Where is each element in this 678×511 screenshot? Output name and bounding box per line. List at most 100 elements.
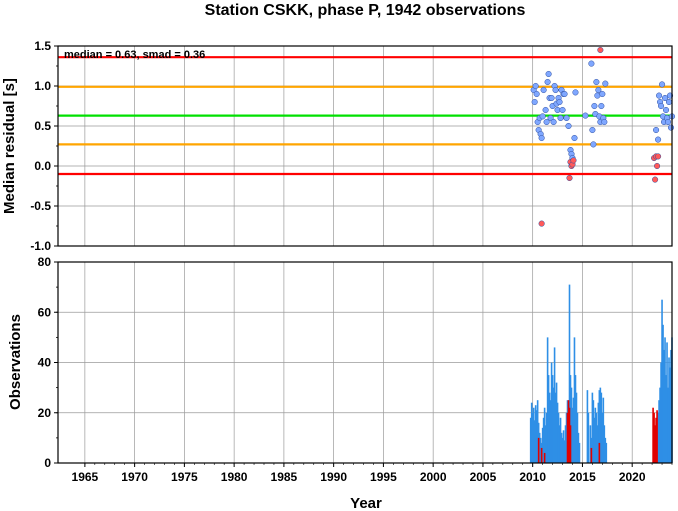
residual-point: [589, 126, 596, 134]
residual-point: [591, 102, 598, 110]
residual-point: [667, 124, 675, 131]
year-x-tick-label: 2000: [420, 470, 447, 484]
observation-bar: [602, 397, 605, 463]
residual-point: [602, 80, 609, 87]
observation-bar: [552, 387, 555, 463]
observation-bar: [543, 407, 546, 463]
observation-bar: [531, 412, 534, 463]
residual-points: [530, 46, 676, 227]
residual-point: [664, 118, 672, 126]
observation-bar: [529, 417, 532, 463]
outlier-observation-bar: [568, 407, 571, 463]
observation-bar: [667, 387, 669, 463]
observation-bar: [599, 387, 602, 463]
residual-point: [590, 141, 597, 148]
year-x-tick-label: 2005: [470, 470, 497, 484]
observation-bar: [558, 425, 561, 463]
observation-bar: [541, 427, 544, 463]
residual-point: [565, 122, 572, 130]
residual-point: [601, 118, 608, 126]
observation-bar: [593, 417, 596, 463]
residual-point: [561, 90, 568, 98]
observation-bar: [657, 412, 659, 463]
observation-bar: [554, 392, 557, 463]
residual-point: [598, 102, 605, 110]
outlier-observation-bar: [590, 447, 593, 463]
observation-bar: [605, 442, 608, 463]
observations-grid: [58, 261, 672, 464]
residual-y-axis-label: Median residual [s]: [1, 78, 18, 214]
residual-point: [662, 106, 670, 114]
outlier-observation-bar: [537, 437, 540, 463]
year-x-tick-label: 1970: [121, 470, 148, 484]
residual-point: [542, 106, 549, 114]
observation-bar: [560, 432, 563, 463]
residual-plot-frame: [57, 45, 673, 247]
observation-bar: [532, 407, 535, 463]
outlier-point: [597, 46, 604, 54]
observation-bar: [573, 337, 576, 463]
residual-point: [538, 134, 545, 142]
observation-bar: [663, 349, 665, 463]
residual-point: [588, 60, 595, 67]
observation-bar: [544, 425, 547, 463]
observation-bar: [568, 284, 571, 463]
observation-bar: [555, 382, 558, 463]
year-x-tick-label: 1965: [72, 470, 99, 484]
residual-panel: 1.5 1.0 0.5 0.0 -0.5 -1.0 median = 0.63, smad…: [1, 39, 676, 253]
residual-y-tick-label: -0.5: [30, 199, 51, 213]
observation-bar: [563, 440, 566, 463]
outlier-observation-bar: [655, 417, 657, 463]
residual-point: [540, 86, 547, 94]
observation-bar: [576, 412, 579, 463]
observations-y-tick-label: 0: [44, 456, 51, 470]
observation-bar: [666, 342, 668, 463]
residual-y-tick-label: 0.0: [34, 159, 51, 173]
residual-y-tick-label: 0.5: [34, 119, 51, 133]
residual-point: [571, 134, 578, 142]
observation-bar: [662, 324, 664, 463]
residual-point: [658, 81, 666, 88]
observation-bar: [565, 412, 568, 463]
residual-point: [556, 98, 563, 106]
residual-point: [539, 113, 546, 120]
year-x-ticks: 1965 1970 1975 1980 1985 1990 1995 2000 2005 2010…: [72, 463, 673, 484]
outlier-observation-bar: [543, 452, 546, 463]
observation-bar: [572, 397, 575, 463]
outlier-point: [655, 153, 662, 160]
outlier-point: [652, 176, 659, 183]
observation-bar: [665, 375, 667, 463]
observation-bar: [595, 412, 598, 463]
residual-grid: [58, 45, 672, 247]
residual-point: [552, 86, 559, 94]
observation-bar: [668, 357, 670, 463]
observation-bar: [536, 400, 539, 463]
residual-point: [655, 136, 662, 143]
observation-bar: [569, 375, 572, 463]
year-x-tick-label: 1995: [370, 470, 397, 484]
residual-point: [658, 102, 665, 110]
observation-bar: [562, 430, 565, 463]
outlier-observation-bar: [566, 412, 569, 463]
residual-point: [572, 89, 579, 96]
year-x-tick-label: 2020: [619, 470, 646, 484]
outlier-observation-bar: [569, 425, 572, 463]
observation-bar: [538, 432, 541, 463]
residual-point: [665, 98, 673, 106]
outlier-observation-bar: [598, 442, 601, 463]
residual-point: [532, 82, 539, 90]
observation-bar: [551, 375, 554, 463]
residual-point: [550, 118, 557, 126]
observation-bar: [596, 425, 599, 463]
residual-point: [559, 106, 566, 114]
observation-bar: [664, 337, 666, 463]
residual-point: [557, 114, 564, 122]
observation-bar: [592, 400, 595, 463]
residual-point: [582, 112, 589, 119]
observations-y-ticks: 80 60 40 20 0: [38, 255, 58, 470]
observation-bar: [589, 425, 592, 463]
year-x-tick-label: 1990: [320, 470, 347, 484]
residual-point: [544, 78, 551, 86]
year-x-tick-label: 1985: [271, 470, 298, 484]
